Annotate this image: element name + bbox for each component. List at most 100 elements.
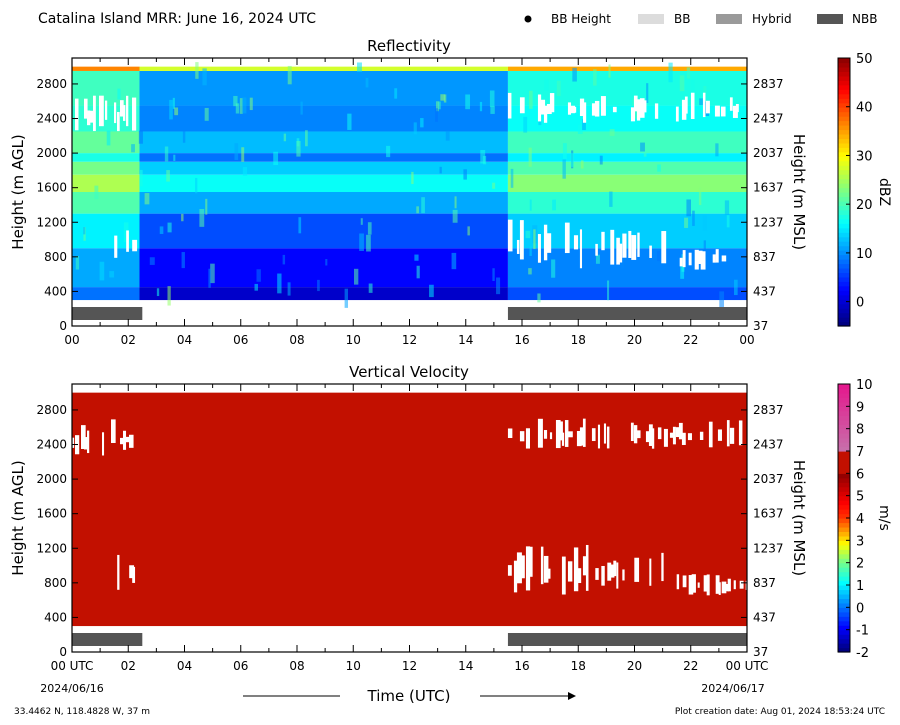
- missing-data-gap: [721, 255, 727, 262]
- y-tick-label: 800: [44, 250, 67, 264]
- reflectivity-streak: [234, 143, 239, 160]
- reflectivity-cell: [507, 192, 747, 214]
- x-tick-label: 00: [739, 333, 754, 347]
- missing-data-gap: [688, 252, 692, 266]
- reflectivity-streak: [109, 271, 115, 278]
- reflectivity-streak: [556, 80, 561, 97]
- colorbar-segment: [838, 133, 850, 139]
- missing-data-gap: [718, 582, 721, 595]
- y2-tick-label: 2037: [753, 146, 784, 160]
- colorbar-tick-label: 40: [856, 101, 873, 116]
- legend-swatch-bb: [638, 14, 664, 24]
- colorbar-segment: [838, 602, 850, 608]
- colorbar-segment: [838, 183, 850, 189]
- y-tick-label: 2800: [36, 403, 67, 417]
- reflectivity-streak: [195, 62, 199, 79]
- missing-data-gap: [555, 419, 561, 449]
- colorbar-segment: [838, 84, 850, 90]
- y2-tick-label: 437: [753, 284, 776, 298]
- colorbar-segment: [838, 281, 850, 287]
- reflectivity-streak: [353, 268, 359, 285]
- missing-data-gap: [681, 99, 687, 120]
- colorbar-segment: [838, 174, 850, 180]
- colorbar-segment: [838, 187, 850, 193]
- missing-data-gap: [633, 95, 638, 112]
- missing-data-gap: [579, 98, 585, 117]
- reflectivity-streak: [241, 147, 245, 162]
- x-tick-label: 20: [627, 659, 642, 673]
- missing-data-gap: [75, 98, 79, 131]
- colorbar-segment: [838, 276, 850, 282]
- missing-data-gap: [546, 233, 552, 253]
- reflectivity-cell: [139, 66, 508, 71]
- reflectivity-streak: [482, 156, 487, 165]
- missing-data-gap: [631, 235, 637, 260]
- colorbar-segment: [838, 509, 850, 515]
- colorbar-segment: [838, 473, 850, 479]
- colorbar-segment: [838, 620, 850, 626]
- missing-data-gap: [111, 419, 116, 443]
- colorbar-tick-label: 2: [856, 557, 864, 572]
- reflectivity-streak: [83, 227, 86, 235]
- colorbar-segment: [838, 553, 850, 559]
- reflectivity-streak: [607, 280, 610, 301]
- reflectivity-streak: [529, 90, 533, 109]
- colorbar-segment: [838, 102, 850, 108]
- colorbar-segment: [838, 598, 850, 604]
- missing-data-gap: [616, 562, 619, 589]
- colorbar-segment: [838, 89, 850, 95]
- reflectivity-streak: [702, 215, 708, 231]
- colorbar-segment: [838, 531, 850, 537]
- missing-data-gap: [525, 428, 530, 449]
- reflectivity-streak: [181, 213, 184, 222]
- colorbar-segment: [838, 464, 850, 470]
- colorbar-segment: [838, 205, 850, 211]
- y-tick-label: 1200: [36, 215, 67, 229]
- missing-data-gap: [543, 105, 548, 123]
- missing-data-gap: [537, 94, 542, 122]
- y2-tick-label: 1637: [753, 181, 784, 195]
- y-tick-label: 0: [59, 319, 67, 333]
- colorbar-segment: [838, 486, 850, 492]
- colorbar-segment: [838, 482, 850, 488]
- missing-data-gap: [117, 111, 120, 132]
- colorbar-segment: [838, 294, 850, 300]
- reflectivity-streak: [609, 191, 613, 207]
- missing-data-gap: [579, 427, 585, 446]
- missing-data-gap: [657, 427, 662, 440]
- time-axis-label: Time (UTC): [367, 687, 451, 705]
- reflectivity-streak: [298, 217, 302, 234]
- missing-data-gap: [507, 219, 513, 252]
- reflectivity-cell: [507, 174, 747, 192]
- y2-tick-label: 1637: [753, 507, 784, 521]
- missing-data-gap: [516, 239, 520, 254]
- colorbar-segment: [838, 165, 850, 171]
- colorbar-segment: [838, 580, 850, 586]
- colorbar-segment: [838, 647, 850, 653]
- missing-data-gap: [610, 229, 615, 265]
- reflectivity-streak: [620, 259, 625, 269]
- reflectivity-streak: [140, 169, 143, 187]
- colorbar-segment: [838, 616, 850, 622]
- y-tick-label: 400: [44, 284, 67, 298]
- missing-data-gap: [727, 578, 731, 592]
- bb-type-bar-nbb: [507, 633, 747, 646]
- colorbar-segment: [838, 419, 850, 425]
- reflectivity-streak: [287, 282, 291, 296]
- reflectivity-streak: [429, 284, 434, 298]
- missing-data-gap: [634, 557, 640, 582]
- legend-swatch-hybrid: [716, 14, 742, 24]
- colorbar-segment: [838, 593, 850, 599]
- missing-data-gap: [576, 430, 582, 447]
- reflectivity-streak: [479, 101, 483, 112]
- reflectivity-streak: [235, 103, 240, 114]
- missing-data-gap: [87, 110, 91, 126]
- reflectivity-streak: [181, 252, 185, 269]
- y2-tick-label: 2837: [753, 77, 784, 91]
- colorbar-segment: [838, 544, 850, 550]
- reflectivity-cell: [139, 161, 508, 175]
- missing-data-gap: [129, 565, 135, 579]
- x-tick-label: 14: [458, 333, 473, 347]
